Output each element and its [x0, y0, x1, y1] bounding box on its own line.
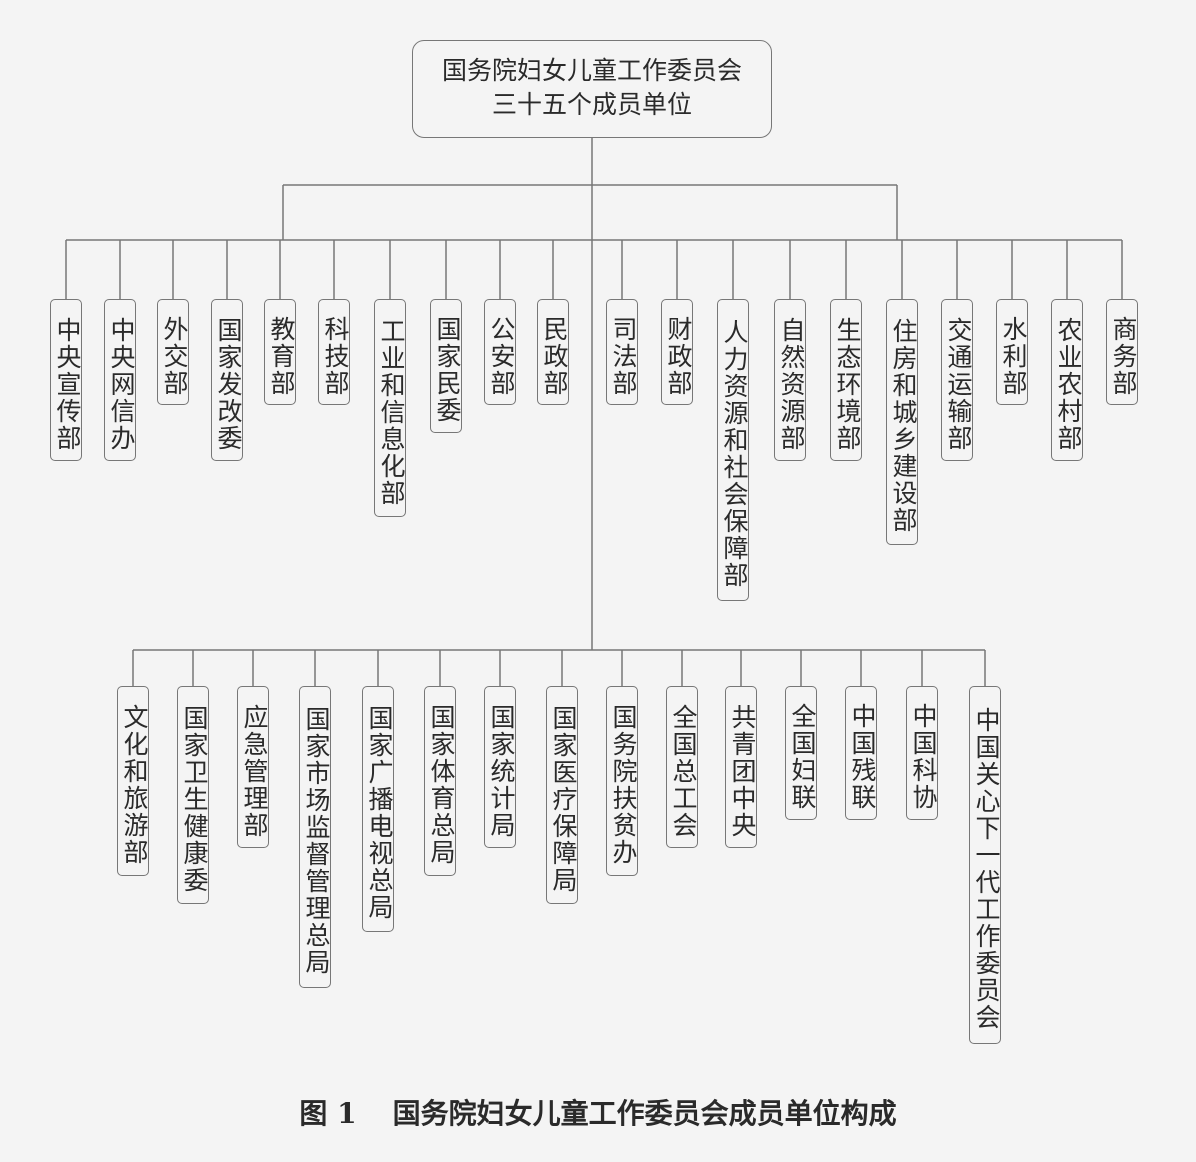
member-unit-box: 国家医疗保障局 — [546, 686, 578, 904]
member-unit-box: 交通运输部 — [941, 299, 973, 461]
root-subtitle: 三十五个成员单位 — [491, 90, 692, 119]
member-unit-box: 外交部 — [157, 299, 189, 405]
member-unit-box: 自然资源部 — [774, 299, 806, 461]
member-unit-box: 国家广播电视总局 — [362, 686, 394, 932]
member-unit-box: 国家发改委 — [211, 299, 243, 461]
member-unit-box: 农业农村部 — [1051, 299, 1083, 461]
root-node: 国务院妇女儿童工作委员会 三十五个成员单位 — [412, 40, 772, 138]
member-unit-box: 全国妇联 — [785, 686, 817, 820]
member-unit-box: 国家市场监督管理总局 — [299, 686, 331, 988]
figure-title: 国务院妇女儿童工作委员会成员单位构成 — [392, 1097, 897, 1130]
figure-caption: 图 1 国务院妇女儿童工作委员会成员单位构成 — [0, 1092, 1196, 1132]
member-unit-box: 中央网信办 — [104, 299, 136, 461]
member-unit-box: 商务部 — [1106, 299, 1138, 405]
member-unit-box: 共青团中央 — [725, 686, 757, 848]
root-title: 国务院妇女儿童工作委员会 — [441, 56, 742, 85]
member-unit-box: 司法部 — [606, 299, 638, 405]
member-unit-box: 人力资源和社会保障部 — [717, 299, 749, 601]
member-unit-box: 教育部 — [264, 299, 296, 405]
member-unit-box: 中国关心下一代工作委员会 — [969, 686, 1001, 1044]
member-unit-box: 住房和城乡建设部 — [886, 299, 918, 545]
member-unit-box: 国务院扶贫办 — [606, 686, 638, 876]
member-unit-box: 生态环境部 — [830, 299, 862, 461]
member-unit-box: 国家体育总局 — [424, 686, 456, 876]
member-unit-box: 国家统计局 — [484, 686, 516, 848]
member-unit-box: 全国总工会 — [666, 686, 698, 848]
member-unit-box: 文化和旅游部 — [117, 686, 149, 876]
member-unit-box: 应急管理部 — [237, 686, 269, 848]
figure-label: 图 1 — [299, 1097, 357, 1130]
member-unit-box: 财政部 — [661, 299, 693, 405]
member-unit-box: 中央宣传部 — [50, 299, 82, 461]
member-unit-box: 国家民委 — [430, 299, 462, 433]
member-unit-box: 水利部 — [996, 299, 1028, 405]
member-unit-box: 中国残联 — [845, 686, 877, 820]
member-unit-box: 国家卫生健康委 — [177, 686, 209, 904]
member-unit-box: 民政部 — [537, 299, 569, 405]
member-unit-box: 公安部 — [484, 299, 516, 405]
member-unit-box: 科技部 — [318, 299, 350, 405]
member-unit-box: 工业和信息化部 — [374, 299, 406, 517]
member-unit-box: 中国科协 — [906, 686, 938, 820]
